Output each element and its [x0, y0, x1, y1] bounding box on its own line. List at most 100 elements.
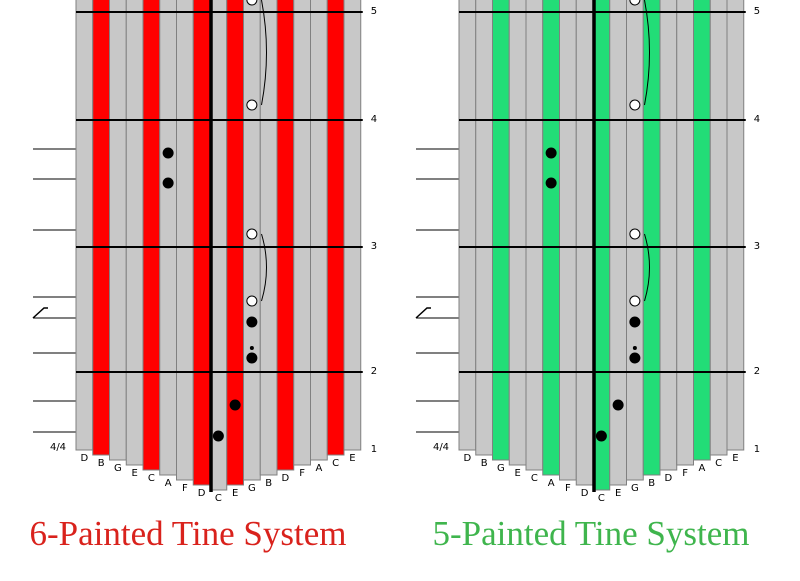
- tine: [676, 0, 694, 466]
- tine-label: B: [648, 478, 655, 489]
- tine: [458, 0, 477, 451]
- tine: [609, 0, 627, 486]
- tine: [75, 0, 94, 451]
- tine-label: C: [148, 473, 155, 484]
- note: [246, 316, 258, 328]
- time-signature: 4/4: [433, 442, 449, 453]
- time-signature: 4/4: [50, 442, 66, 453]
- tine-label: G: [631, 483, 639, 494]
- tine-label: D: [81, 453, 89, 464]
- note: [545, 177, 557, 189]
- tine-label: E: [615, 488, 621, 499]
- tine-label: C: [715, 458, 722, 469]
- caption: 5-Painted Tine System: [433, 514, 750, 553]
- tine-label: E: [131, 468, 137, 479]
- measure-number: 5: [754, 6, 760, 17]
- measure-number: 3: [371, 241, 377, 252]
- tine-label: B: [98, 458, 105, 469]
- tine: [176, 0, 194, 481]
- tine: [726, 0, 745, 451]
- tine-label: C: [215, 493, 222, 504]
- measure-number: 3: [754, 241, 760, 252]
- measure-number: 4: [754, 114, 760, 125]
- tine: [659, 0, 678, 471]
- tine-label: B: [481, 458, 488, 469]
- open-note: [629, 0, 641, 6]
- tine-label: F: [565, 483, 571, 494]
- note: [629, 352, 641, 364]
- grace-mark: [32, 307, 48, 319]
- slur: [644, 233, 650, 302]
- tine-label: F: [182, 483, 188, 494]
- tine-label: D: [665, 473, 673, 484]
- note: [162, 177, 174, 189]
- tine: [326, 0, 345, 456]
- note: [612, 399, 624, 411]
- slur: [644, 0, 650, 106]
- tine: [626, 0, 644, 481]
- measure-number: 5: [371, 6, 377, 17]
- tine: [142, 0, 161, 471]
- tine: [559, 0, 577, 481]
- measure-number: 1: [754, 444, 760, 455]
- open-note: [629, 295, 641, 307]
- tine: [125, 0, 144, 466]
- tine: [226, 0, 244, 486]
- tine: [243, 0, 261, 481]
- open-note: [246, 0, 258, 6]
- tine: [310, 0, 328, 461]
- tine-label: A: [548, 478, 555, 489]
- tine-label: G: [114, 463, 122, 474]
- note: [629, 316, 641, 328]
- slur: [261, 0, 267, 106]
- tine: [492, 0, 510, 461]
- caption: 6-Painted Tine System: [30, 514, 347, 553]
- tine: [92, 0, 110, 456]
- tine: [709, 0, 728, 456]
- note: [229, 399, 241, 411]
- tine-label: A: [315, 463, 322, 474]
- tine: [109, 0, 127, 461]
- tine-label: E: [514, 468, 520, 479]
- tine-label: A: [698, 463, 705, 474]
- note: [545, 147, 557, 159]
- grace-mark: [415, 307, 431, 319]
- tine-label: F: [682, 468, 688, 479]
- tine-label: D: [464, 453, 472, 464]
- tine: [159, 0, 177, 476]
- tine-label: E: [732, 453, 738, 464]
- open-note: [246, 228, 258, 240]
- tine: [508, 0, 527, 466]
- tine: [542, 0, 560, 476]
- tine-label: E: [232, 488, 238, 499]
- staccato-dot: [632, 346, 637, 350]
- measure-number: 2: [754, 366, 760, 377]
- tine-label: C: [531, 473, 538, 484]
- measure-number: 2: [371, 366, 377, 377]
- tine-label: E: [349, 453, 355, 464]
- tine: [525, 0, 544, 471]
- note: [595, 430, 607, 442]
- measure-number: 1: [371, 444, 377, 455]
- tine-label: C: [598, 493, 605, 504]
- tine-label: B: [265, 478, 272, 489]
- tine-label: F: [299, 468, 305, 479]
- slur: [261, 233, 267, 302]
- open-note: [629, 99, 641, 111]
- tine-label: G: [497, 463, 505, 474]
- tine: [693, 0, 711, 461]
- open-note: [246, 99, 258, 111]
- tine-label: D: [581, 488, 589, 499]
- note: [212, 430, 224, 442]
- tine-label: C: [332, 458, 339, 469]
- measure-number: 4: [371, 114, 377, 125]
- open-note: [629, 228, 641, 240]
- tine: [293, 0, 311, 466]
- tine-label: A: [165, 478, 172, 489]
- tine: [575, 0, 594, 486]
- tine-label: G: [248, 483, 256, 494]
- open-note: [246, 295, 258, 307]
